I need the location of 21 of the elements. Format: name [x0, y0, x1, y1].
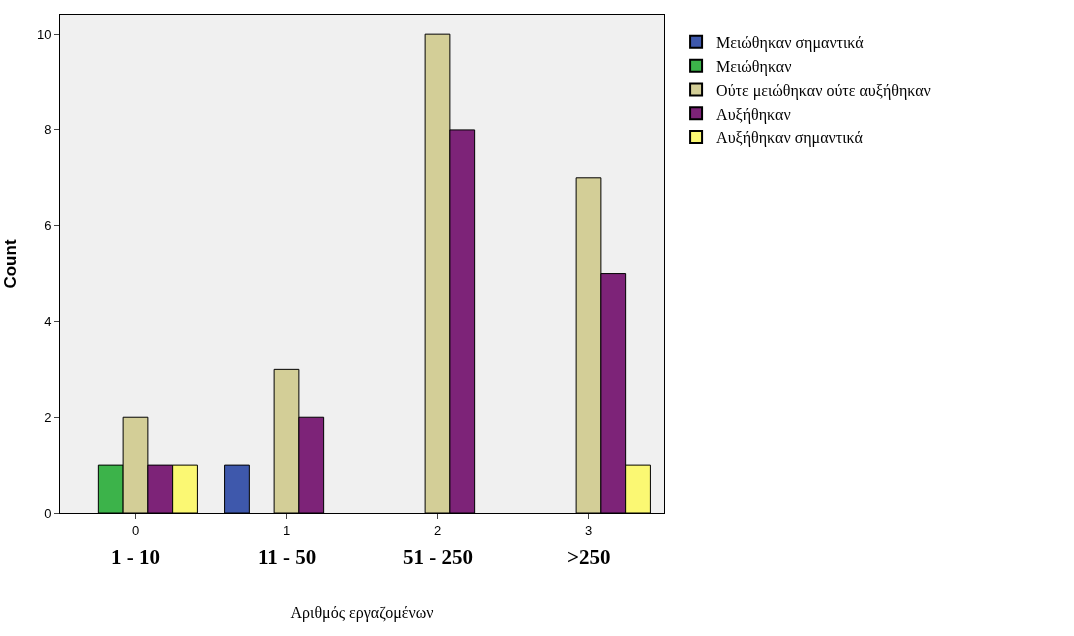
- x-tick-label: 2: [433, 522, 442, 538]
- x-tick-label: 1: [282, 522, 291, 538]
- x-tick-label: 3: [584, 522, 593, 538]
- y-tick-label: 2: [44, 409, 52, 425]
- x-axis-title: Αριθμός εργαζομένων: [290, 604, 434, 623]
- y-tick-label: 6: [44, 218, 52, 234]
- legend-label: Ούτε μειώθηκαν ούτε αυξήθηκαν: [716, 81, 931, 100]
- y-tick-label: 4: [44, 314, 52, 330]
- y-tick-label: 0: [44, 505, 52, 521]
- legend-label: Αυξήθηκαν: [716, 105, 791, 124]
- legend-label: Μειώθηκαν σημαντικά: [716, 34, 865, 53]
- legend-label: Αυξήθηκαν σημαντικά: [716, 129, 864, 148]
- y-axis-title: Count: [1, 239, 20, 289]
- text: >250: [567, 545, 611, 569]
- x-tick-label: 0: [131, 522, 140, 538]
- text: 11 - 50: [258, 545, 317, 569]
- text: 51 - 250: [403, 545, 473, 569]
- y-tick-label: 8: [44, 122, 52, 138]
- y-tick-label: 10: [36, 26, 52, 42]
- text: 1 - 10: [111, 545, 160, 569]
- legend-label: Μειώθηκαν: [716, 57, 792, 76]
